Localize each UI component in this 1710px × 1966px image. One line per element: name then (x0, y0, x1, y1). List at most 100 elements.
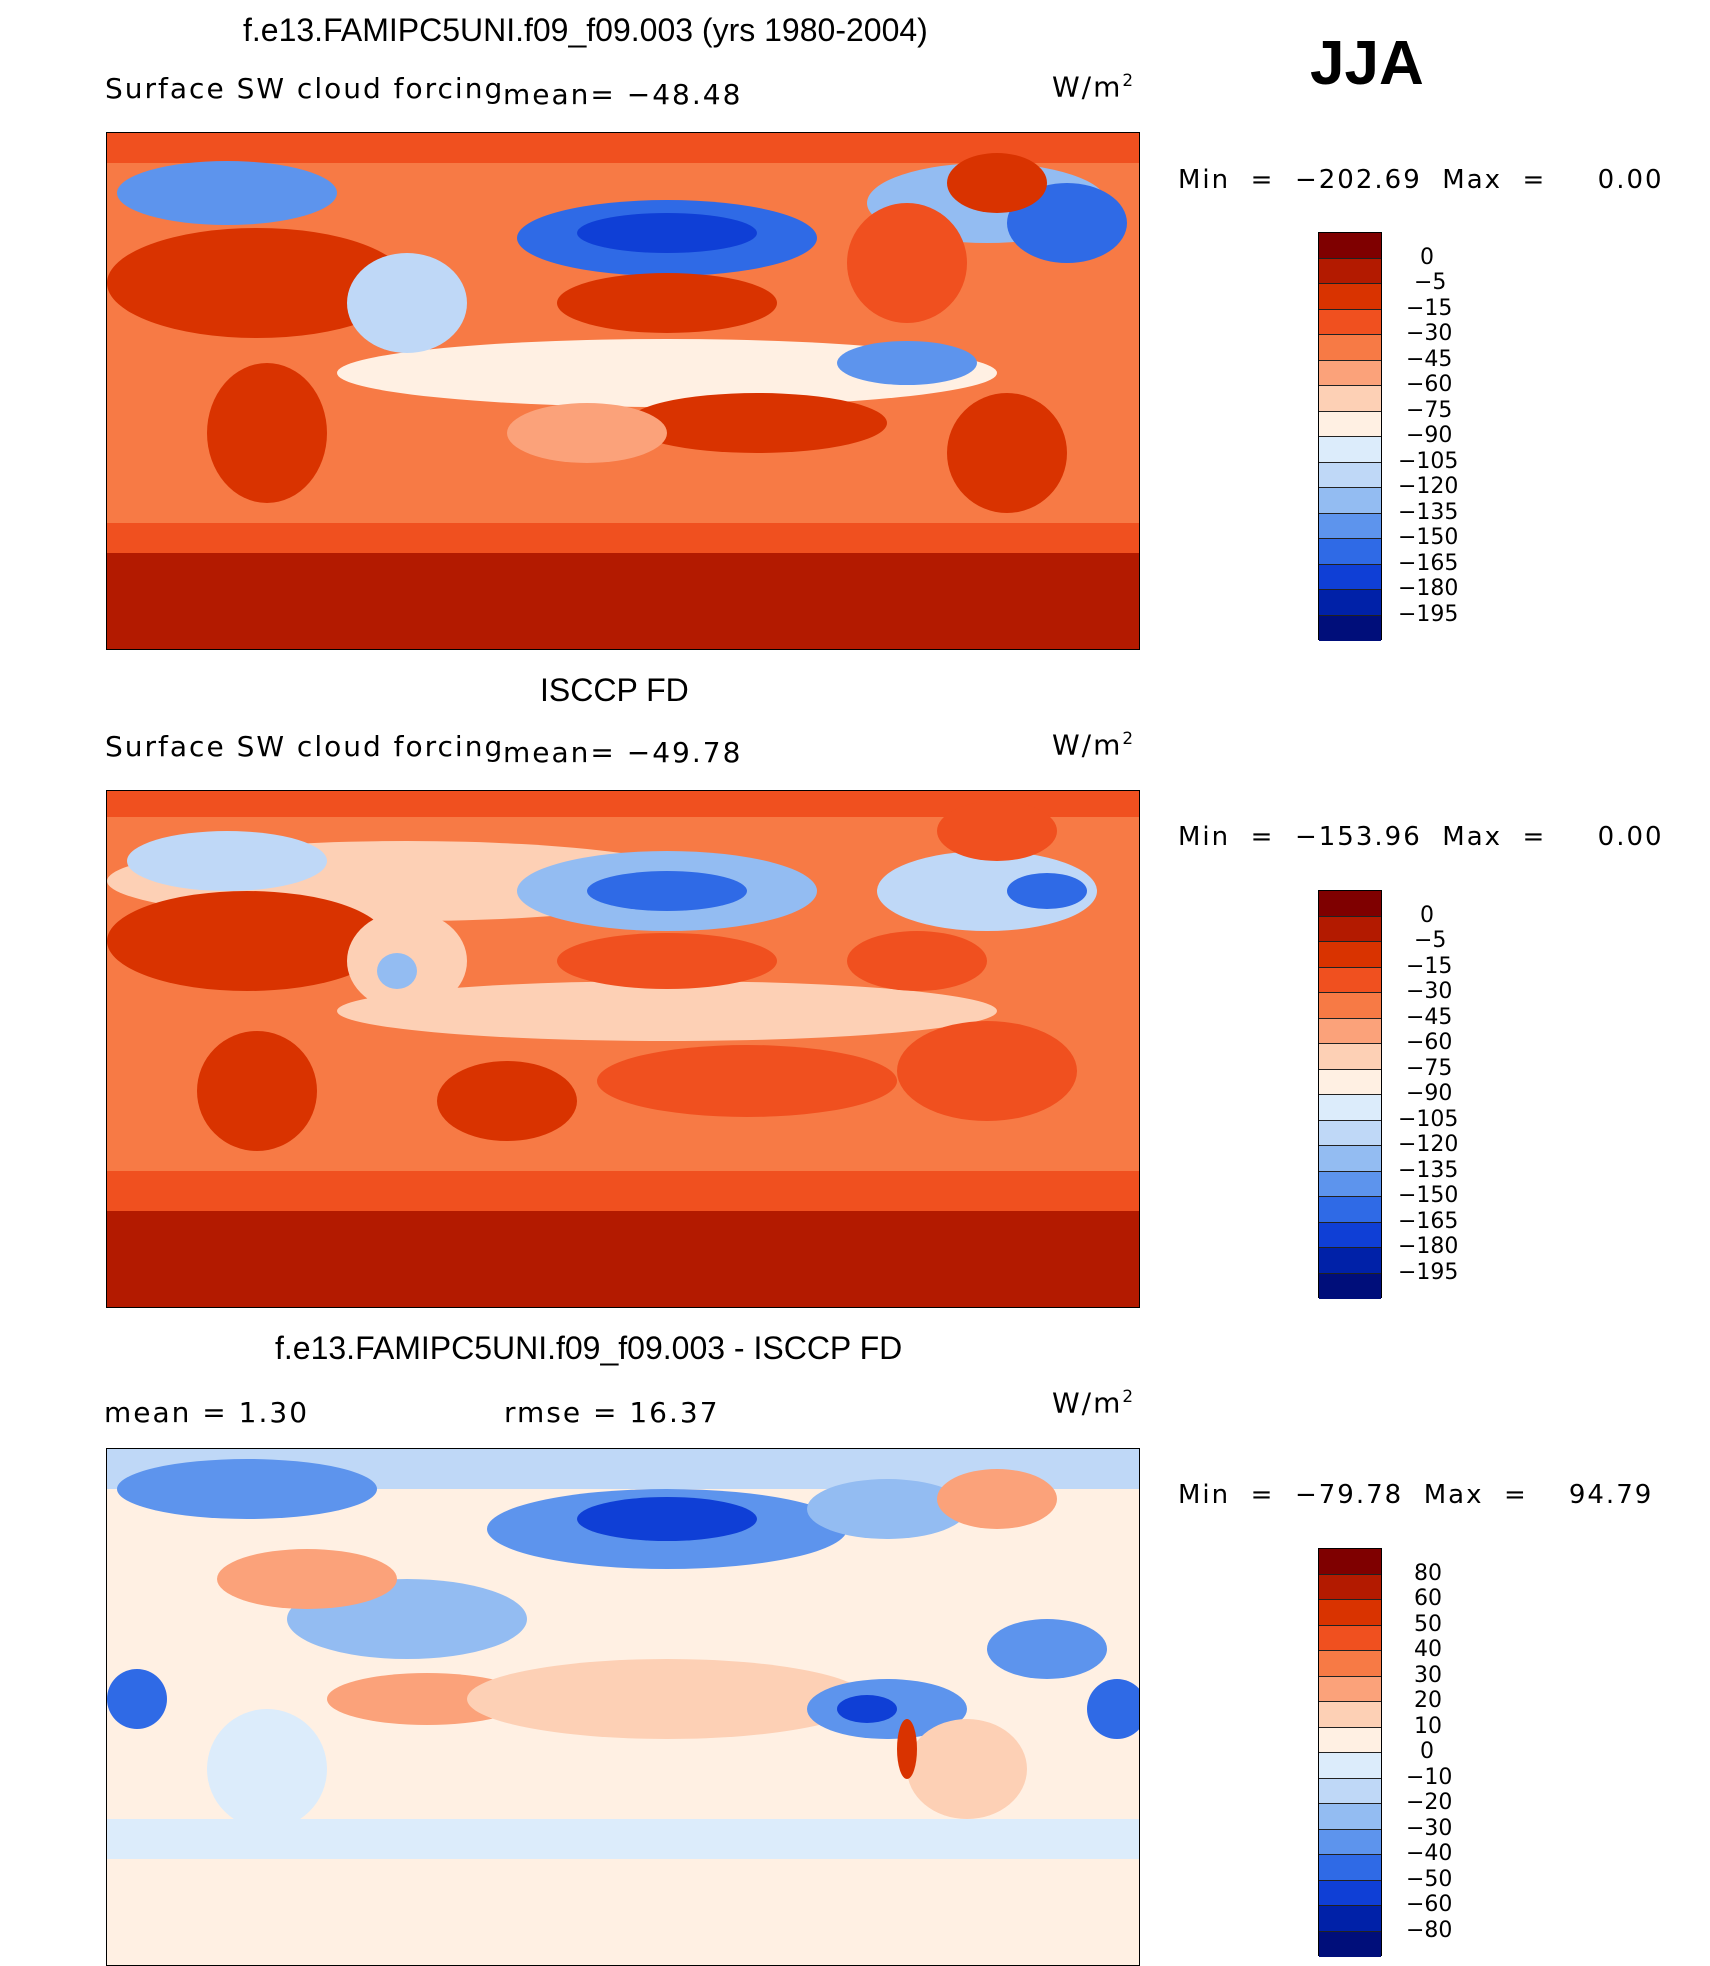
units-text: W/m (1052, 1386, 1123, 1420)
colorbar-segment (1319, 564, 1381, 590)
colorbar-tick-label: −180 (1398, 576, 1459, 601)
colorbar-tick-label: −15 (1406, 953, 1453, 979)
colorbar-tick-label: −40 (1406, 1841, 1453, 1866)
colorbar-tick-label: −90 (1406, 423, 1453, 448)
colorbar-tick-label: −15 (1406, 295, 1453, 321)
panel-rmse-label: rmse = 16.37 (504, 1396, 720, 1429)
colorbar-tick-label: 0 (1420, 244, 1434, 270)
colorbar-tick-label: −150 (1398, 1183, 1459, 1208)
colorbar-segment (1319, 258, 1381, 284)
colorbar-segment (1319, 1146, 1381, 1172)
colorbar-segment (1319, 1600, 1381, 1626)
colorbar-tick-label: −50 (1406, 1866, 1453, 1892)
colorbar-tick-label: −10 (1406, 1764, 1453, 1790)
colorbar-segment (1319, 1651, 1381, 1677)
colorbar-segment (1319, 1044, 1381, 1070)
colorbar-segment (1319, 1676, 1381, 1702)
colorbar-tick-label: −45 (1406, 346, 1453, 372)
colorbar-tick-label: −165 (1398, 550, 1459, 576)
colorbar-tick-label: −80 (1406, 1917, 1453, 1943)
colorbar-tick-label: 60 (1414, 1586, 1442, 1611)
units-text: W/m (1052, 70, 1123, 104)
colorbar-segment (1319, 1880, 1381, 1906)
colorbar-tick-label: −195 (1398, 1259, 1459, 1285)
colorbar-segment (1319, 993, 1381, 1019)
panel-variable-label: Surface SW cloud forcing (105, 730, 505, 763)
colorbar-segment (1319, 1829, 1381, 1855)
colorbar-segment (1319, 1222, 1381, 1248)
colorbar-tick-label: 0 (1420, 902, 1434, 928)
obs-colorbar (1318, 890, 1382, 1299)
colorbar-segment (1319, 891, 1381, 917)
colorbar-segment (1319, 1906, 1381, 1932)
colorbar-segment (1319, 1778, 1381, 1804)
colorbar-segment (1319, 1727, 1381, 1753)
model-colorbar (1318, 232, 1382, 641)
panel-mean-label: mean= −48.48 (503, 78, 743, 111)
colorbar-segment (1319, 615, 1381, 641)
colorbar-tick-label: −75 (1406, 397, 1453, 423)
colorbar-segment (1319, 335, 1381, 361)
colorbar-tick-label: −60 (1406, 1892, 1453, 1917)
obs-map (106, 790, 1140, 1308)
colorbar-tick-label: −90 (1406, 1081, 1453, 1106)
colorbar-segment (1319, 462, 1381, 488)
units-exponent: 2 (1122, 1386, 1136, 1406)
colorbar-tick-label: 0 (1420, 1739, 1434, 1764)
units-exponent: 2 (1122, 728, 1136, 748)
colorbar-tick-label: −75 (1406, 1055, 1453, 1081)
colorbar-tick-label: −45 (1406, 1004, 1453, 1030)
colorbar-segment (1319, 1120, 1381, 1146)
colorbar-tick-label: −60 (1406, 372, 1453, 397)
colorbar-tick-label: −150 (1398, 525, 1459, 550)
colorbar-tick-label: −105 (1398, 1106, 1459, 1132)
colorbar-segment (1319, 967, 1381, 993)
colorbar-segment (1319, 360, 1381, 386)
colorbar-tick-label: −165 (1398, 1208, 1459, 1234)
difference-map (106, 1448, 1140, 1966)
colorbar-tick-label: −30 (1406, 1815, 1453, 1841)
colorbar-tick-label: −195 (1398, 601, 1459, 627)
colorbar-segment (1319, 1855, 1381, 1881)
panel-units-label: W/m2 (1052, 1386, 1135, 1419)
colorbar-segment (1319, 1069, 1381, 1095)
units-text: W/m (1052, 728, 1123, 762)
panel-title: f.e13.FAMIPC5UNI.f09_f09.003 (yrs 1980-2… (243, 12, 928, 48)
colorbar-tick-label: −135 (1398, 1157, 1459, 1183)
colorbar-segment (1319, 386, 1381, 412)
panel-title: f.e13.FAMIPC5UNI.f09_f09.003 - ISCCP FD (275, 1330, 903, 1366)
colorbar-segment (1319, 1273, 1381, 1299)
model-map (106, 132, 1140, 650)
colorbar-segment (1319, 942, 1381, 968)
colorbar-segment (1319, 590, 1381, 616)
colorbar-segment (1319, 1095, 1381, 1121)
colorbar-segment (1319, 284, 1381, 310)
colorbar-tick-label: 40 (1414, 1637, 1442, 1662)
colorbar-tick-label: −60 (1406, 1030, 1453, 1055)
colorbar-segment (1319, 916, 1381, 942)
colorbar-segment (1319, 1549, 1381, 1575)
difference-colorbar (1318, 1548, 1382, 1957)
colorbar-tick-label: −30 (1406, 321, 1453, 346)
panel-min-max: Min = −202.69 Max = 0.00 (1178, 165, 1664, 195)
colorbar-segment (1319, 1248, 1381, 1274)
colorbar-segment (1319, 1625, 1381, 1651)
colorbar-tick-label: 50 (1414, 1611, 1442, 1637)
colorbar-segment (1319, 411, 1381, 437)
season-label: JJA (1310, 29, 1424, 98)
colorbar-tick-label: −120 (1398, 1132, 1459, 1157)
panel-min-max: Min = −79.78 Max = 94.79 (1178, 1480, 1654, 1510)
colorbar-tick-label: −120 (1398, 474, 1459, 499)
colorbar-segment (1319, 233, 1381, 259)
colorbar-segment (1319, 309, 1381, 335)
panel-title: ISCCP FD (540, 672, 689, 708)
colorbar-tick-label: −20 (1406, 1790, 1453, 1815)
colorbar-tick-label: 80 (1414, 1560, 1442, 1586)
panel-min-max: Min = −153.96 Max = 0.00 (1178, 822, 1664, 852)
colorbar-segment (1319, 539, 1381, 565)
colorbar-segment (1319, 1702, 1381, 1728)
colorbar-segment (1319, 437, 1381, 463)
colorbar-tick-label: 30 (1414, 1662, 1442, 1688)
colorbar-segment (1319, 488, 1381, 514)
panel-variable-label: Surface SW cloud forcing (105, 72, 505, 105)
